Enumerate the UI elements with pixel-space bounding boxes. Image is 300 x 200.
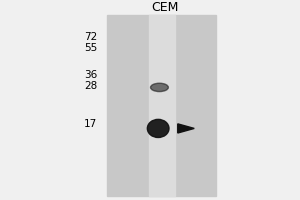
- Text: 36: 36: [84, 70, 98, 80]
- Text: 72: 72: [84, 32, 98, 42]
- Text: 28: 28: [84, 81, 98, 91]
- Bar: [149, 15, 175, 196]
- Ellipse shape: [147, 119, 169, 137]
- Text: CEM: CEM: [151, 1, 179, 14]
- Bar: [106, 15, 216, 196]
- Ellipse shape: [151, 83, 168, 92]
- Text: 17: 17: [84, 119, 98, 129]
- Text: 55: 55: [84, 43, 98, 53]
- Polygon shape: [178, 124, 194, 133]
